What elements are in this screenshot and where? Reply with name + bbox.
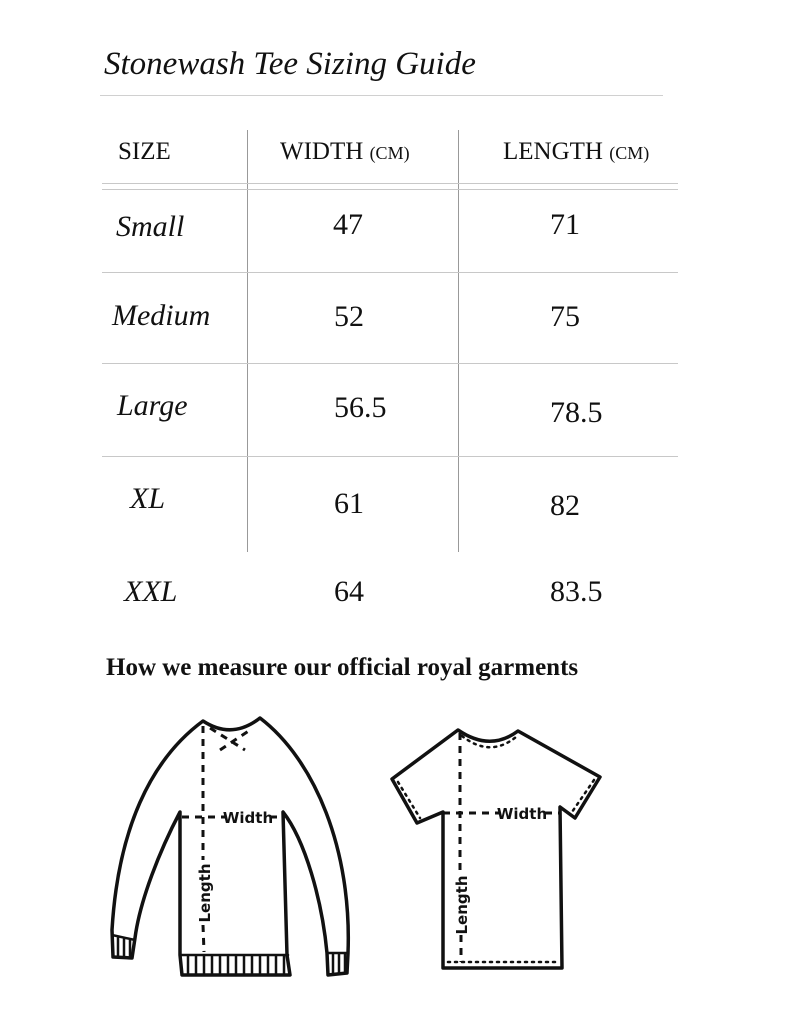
width-cell: 61: [334, 487, 364, 520]
length-cell: 71: [550, 208, 580, 241]
header-width: WIDTH (CM): [280, 138, 410, 166]
length-cell: 75: [550, 300, 580, 333]
size-cell: Large: [117, 389, 188, 422]
tee-length-label: Length: [453, 876, 471, 935]
size-cell: Small: [116, 210, 185, 243]
measure-heading: How we measure our official royal garmen…: [106, 654, 579, 681]
header-divider: [102, 183, 678, 184]
page-title: Stonewash Tee Sizing Guide: [104, 46, 476, 82]
row-divider: [102, 456, 678, 457]
width-cell: 56.5: [334, 391, 387, 424]
sweater-width-label: Width: [223, 809, 273, 827]
length-cell: 82: [550, 489, 580, 522]
title-divider: [100, 95, 663, 96]
sweater-outline: [110, 716, 351, 977]
row-divider: [102, 272, 678, 273]
header-size: SIZE: [118, 138, 171, 166]
length-cell: 83.5: [550, 575, 603, 608]
tee-outline: [390, 728, 602, 970]
tee-width-label: Width: [497, 805, 547, 823]
width-cell: 52: [334, 300, 364, 333]
column-divider: [247, 130, 248, 552]
header-length: LENGTH (CM): [503, 138, 649, 166]
length-cell: 78.5: [550, 396, 603, 429]
sweater-length-label: Length: [196, 864, 214, 923]
row-divider: [102, 363, 678, 364]
header-unit: (CM): [369, 143, 410, 163]
width-cell: 47: [333, 208, 363, 241]
header-label: LENGTH: [503, 138, 603, 165]
header-label: WIDTH: [280, 138, 364, 165]
header-unit: (CM): [609, 143, 650, 163]
tee-diagram: Width Length: [390, 728, 602, 970]
size-cell: Medium: [112, 299, 211, 332]
header-divider: [102, 189, 678, 190]
sweater-neck-seam: [209, 726, 251, 752]
column-divider: [458, 130, 459, 552]
size-cell: XXL: [124, 575, 178, 608]
size-cell: XL: [130, 482, 166, 515]
sweater-ribbing: [110, 933, 350, 976]
sweater-length-line: [201, 726, 206, 953]
sweater-diagram: Width Length: [110, 716, 351, 977]
tee-stitching: [396, 734, 596, 964]
tee-length-line: [458, 733, 463, 962]
width-cell: 64: [334, 575, 364, 608]
header-label: SIZE: [118, 138, 171, 165]
